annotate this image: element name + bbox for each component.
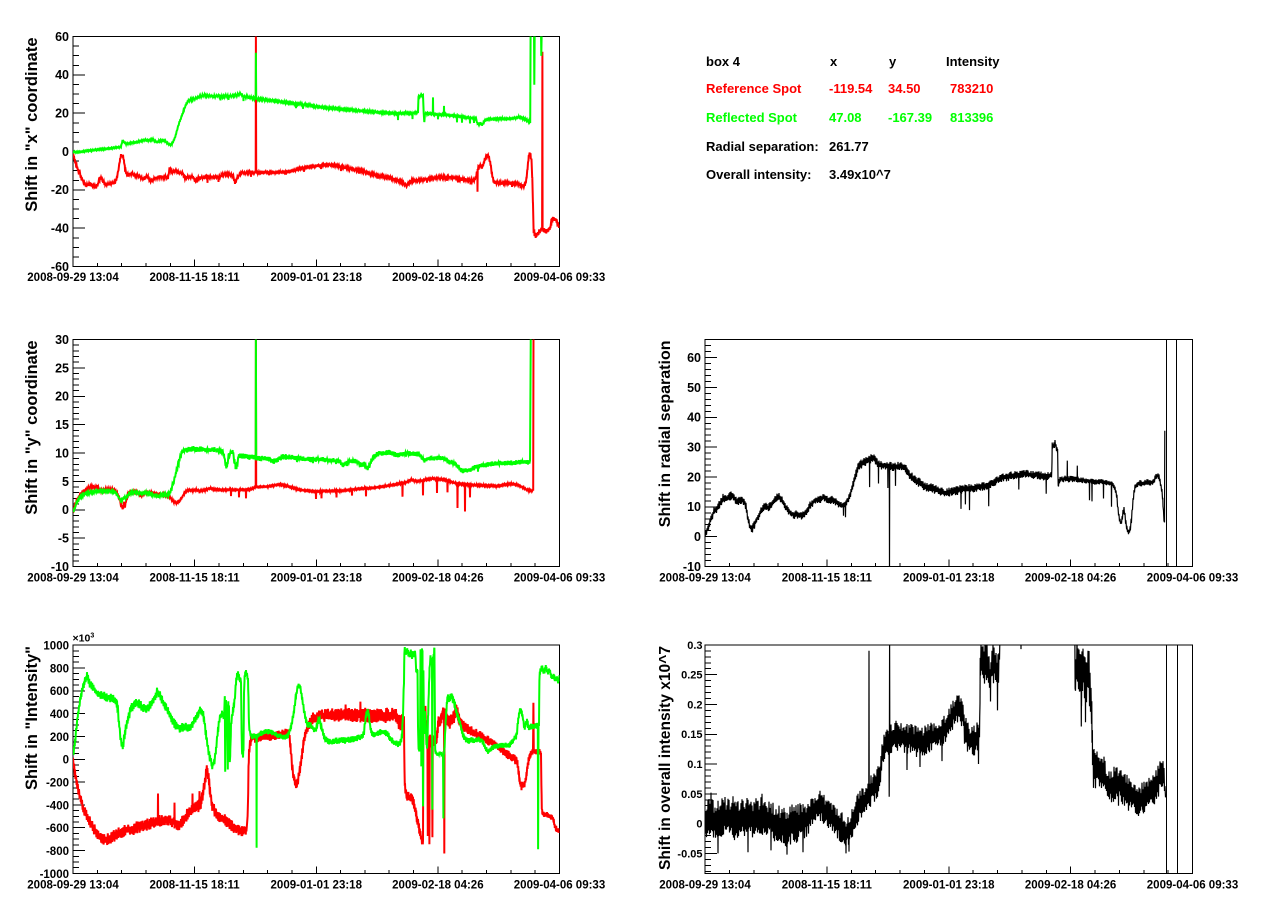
svg-text:-60: -60 xyxy=(51,260,69,274)
svg-text:2009-04-06 09:33: 2009-04-06 09:33 xyxy=(1147,573,1238,585)
svg-text:-119.54: -119.54 xyxy=(829,81,873,96)
svg-text:Reflected Spot: Reflected Spot xyxy=(706,110,798,125)
svg-text:-20: -20 xyxy=(51,183,69,197)
svg-text:800: 800 xyxy=(50,663,69,675)
svg-text:10: 10 xyxy=(687,500,701,514)
svg-text:0.1: 0.1 xyxy=(687,759,702,771)
svg-text:0.3: 0.3 xyxy=(687,640,702,652)
svg-text:0.25: 0.25 xyxy=(681,670,702,682)
svg-text:Reference Spot: Reference Spot xyxy=(706,81,802,96)
svg-text:40: 40 xyxy=(687,411,701,425)
svg-text:-40: -40 xyxy=(51,222,69,236)
svg-text:30: 30 xyxy=(55,333,69,347)
svg-text:50: 50 xyxy=(687,381,701,395)
svg-text:2009-04-06 09:33: 2009-04-06 09:33 xyxy=(514,272,605,284)
svg-text:2009-01-01 23:18: 2009-01-01 23:18 xyxy=(271,272,363,284)
svg-text:2009-02-18 04:26: 2009-02-18 04:26 xyxy=(392,272,483,284)
svg-text:2009-01-01 23:18: 2009-01-01 23:18 xyxy=(271,880,363,892)
svg-text:-200: -200 xyxy=(46,778,69,790)
svg-text:2008-09-29 13:04: 2008-09-29 13:04 xyxy=(27,573,119,585)
svg-text:2008-11-15 18:11: 2008-11-15 18:11 xyxy=(782,573,873,585)
svg-text:2008-09-29 13:04: 2008-09-29 13:04 xyxy=(659,573,751,585)
svg-text:Shift in "x" coordinate: Shift in "x" coordinate xyxy=(23,38,41,212)
svg-text:×103: ×103 xyxy=(73,633,95,645)
svg-text:Intensity: Intensity xyxy=(946,54,1000,69)
svg-text:0.05: 0.05 xyxy=(681,789,702,801)
svg-text:0.2: 0.2 xyxy=(687,700,702,712)
svg-text:813396: 813396 xyxy=(950,110,993,125)
svg-text:0: 0 xyxy=(694,530,701,544)
svg-text:34.50: 34.50 xyxy=(888,81,921,96)
svg-text:600: 600 xyxy=(50,686,69,698)
svg-text:30: 30 xyxy=(687,441,701,455)
svg-text:-5: -5 xyxy=(58,532,69,546)
svg-text:0: 0 xyxy=(62,145,69,159)
svg-text:2008-09-29 13:04: 2008-09-29 13:04 xyxy=(27,272,119,284)
svg-text:Radial separation:: Radial separation: xyxy=(706,139,819,154)
svg-text:400: 400 xyxy=(50,709,69,721)
svg-text:3.49x10^7: 3.49x10^7 xyxy=(829,167,891,182)
svg-text:2009-04-06 09:33: 2009-04-06 09:33 xyxy=(514,880,605,892)
svg-text:-600: -600 xyxy=(46,823,69,835)
svg-text:-400: -400 xyxy=(46,800,69,812)
svg-text:0.15: 0.15 xyxy=(681,729,702,741)
svg-text:0: 0 xyxy=(62,503,69,517)
svg-text:2008-11-15 18:11: 2008-11-15 18:11 xyxy=(150,880,241,892)
svg-text:2008-11-15 18:11: 2008-11-15 18:11 xyxy=(150,573,241,585)
svg-text:-800: -800 xyxy=(46,846,69,858)
svg-text:-10: -10 xyxy=(51,560,69,574)
svg-text:0: 0 xyxy=(63,755,69,767)
svg-text:y: y xyxy=(889,54,897,69)
svg-text:47.08: 47.08 xyxy=(829,110,862,125)
svg-text:200: 200 xyxy=(50,732,69,744)
svg-text:Shift in overall intensity x10: Shift in overall intensity x10^7 xyxy=(657,646,674,870)
svg-text:20: 20 xyxy=(687,470,701,484)
svg-text:0: 0 xyxy=(696,819,702,831)
svg-text:20: 20 xyxy=(55,107,69,121)
svg-text:15: 15 xyxy=(55,418,69,432)
svg-text:1000: 1000 xyxy=(43,641,69,653)
svg-text:2009-01-01 23:18: 2009-01-01 23:18 xyxy=(903,880,995,892)
svg-text:2009-04-06 09:33: 2009-04-06 09:33 xyxy=(514,573,605,585)
svg-text:2008-11-15 18:11: 2008-11-15 18:11 xyxy=(782,880,873,892)
svg-text:2008-09-29 13:04: 2008-09-29 13:04 xyxy=(659,880,751,892)
svg-text:5: 5 xyxy=(62,475,69,489)
svg-text:20: 20 xyxy=(55,390,69,404)
svg-text:Shift in radial separation: Shift in radial separation xyxy=(657,341,674,528)
svg-text:x: x xyxy=(830,54,838,69)
svg-text:60: 60 xyxy=(687,351,701,365)
svg-text:box 4: box 4 xyxy=(706,54,741,69)
svg-text:2009-02-18 04:26: 2009-02-18 04:26 xyxy=(1025,880,1116,892)
svg-text:2009-02-18 04:26: 2009-02-18 04:26 xyxy=(392,880,483,892)
svg-text:25: 25 xyxy=(55,361,69,375)
svg-text:2008-09-29 13:04: 2008-09-29 13:04 xyxy=(27,880,119,892)
svg-text:2009-02-18 04:26: 2009-02-18 04:26 xyxy=(392,573,483,585)
svg-text:2009-01-01 23:18: 2009-01-01 23:18 xyxy=(903,573,995,585)
svg-text:-0.05: -0.05 xyxy=(677,848,702,860)
svg-text:2009-02-18 04:26: 2009-02-18 04:26 xyxy=(1025,573,1116,585)
svg-text:Shift in "y" coordinate: Shift in "y" coordinate xyxy=(23,341,41,515)
svg-text:10: 10 xyxy=(55,446,69,460)
svg-text:-10: -10 xyxy=(683,560,701,574)
svg-text:-167.39: -167.39 xyxy=(888,110,932,125)
svg-text:40: 40 xyxy=(55,68,69,82)
svg-text:261.77: 261.77 xyxy=(829,139,869,154)
svg-text:60: 60 xyxy=(55,30,69,44)
svg-text:Overall intensity:: Overall intensity: xyxy=(706,167,811,182)
svg-text:2009-04-06 09:33: 2009-04-06 09:33 xyxy=(1147,880,1238,892)
svg-text:783210: 783210 xyxy=(950,81,993,96)
svg-text:2009-01-01 23:18: 2009-01-01 23:18 xyxy=(271,573,363,585)
svg-text:-1000: -1000 xyxy=(40,869,69,881)
svg-text:Shift in "Intensity": Shift in "Intensity" xyxy=(23,646,41,790)
svg-text:2008-11-15 18:11: 2008-11-15 18:11 xyxy=(150,272,241,284)
